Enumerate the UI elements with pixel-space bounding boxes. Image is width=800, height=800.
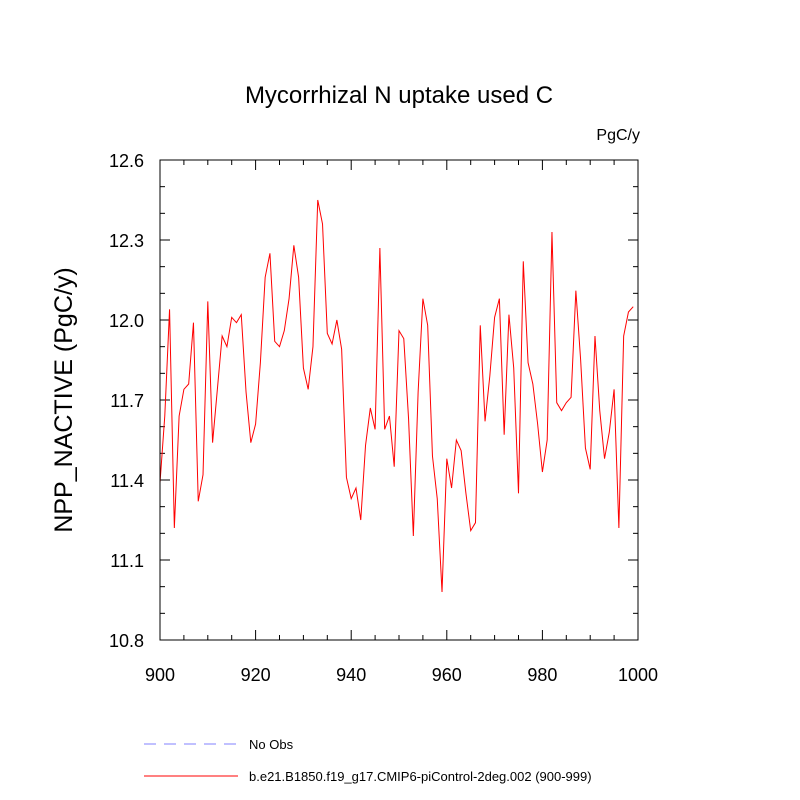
x-tick-label: 940 (336, 665, 366, 685)
x-tick-labels: 900 920 940 960 980 1000 (145, 665, 658, 685)
x-tick-label: 900 (145, 665, 175, 685)
x-tick-label: 920 (241, 665, 271, 685)
legend-label: No Obs (249, 737, 294, 752)
plot-frame (159, 159, 639, 641)
legend: No Obs b.e21.B1850.f19_g17.CMIP6-piContro… (144, 737, 592, 784)
y-axis-label: NPP_NACTIVE (PgC/y) (50, 267, 78, 532)
y-tick-label: 11.7 (110, 391, 144, 411)
y-tick-label: 11.4 (110, 471, 144, 491)
plot-series (159, 199, 634, 593)
y-tick-label: 12.0 (109, 311, 144, 331)
y-tick-labels: 10.8 11.1 11.4 11.7 12.0 12.3 12.6 (109, 151, 144, 651)
x-tick-label: 960 (432, 665, 462, 685)
units-label: PgC/y (596, 127, 640, 144)
series-line (159, 199, 634, 593)
y-tick-label: 12.6 (109, 151, 144, 171)
y-tick-label: 10.8 (109, 631, 144, 651)
x-tick-label: 980 (527, 665, 557, 685)
axis-ticks (159, 159, 639, 641)
x-tick-label: 1000 (618, 665, 658, 685)
y-tick-label: 11.1 (110, 551, 144, 571)
legend-label: b.e21.B1850.f19_g17.CMIP6-piControl-2deg… (249, 769, 592, 784)
y-tick-label: 12.3 (109, 231, 144, 251)
chart-title: Mycorrhizal N uptake used C (245, 82, 553, 109)
